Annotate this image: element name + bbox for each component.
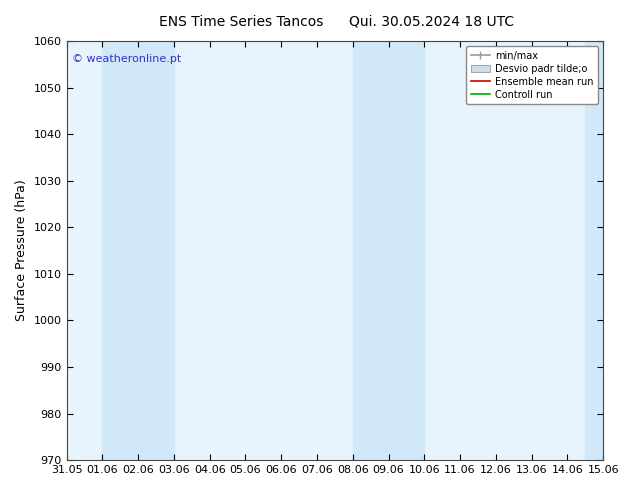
Text: ENS Time Series Tancos: ENS Time Series Tancos (158, 15, 323, 29)
Text: © weatheronline.pt: © weatheronline.pt (72, 53, 181, 64)
Bar (102, 41, 174, 460)
Bar (585, 41, 621, 460)
Text: Qui. 30.05.2024 18 UTC: Qui. 30.05.2024 18 UTC (349, 15, 514, 29)
Legend: min/max, Desvio padr tilde;o, Ensemble mean run, Controll run: min/max, Desvio padr tilde;o, Ensemble m… (466, 46, 598, 104)
Y-axis label: Surface Pressure (hPa): Surface Pressure (hPa) (15, 180, 28, 321)
Bar (353, 41, 424, 460)
